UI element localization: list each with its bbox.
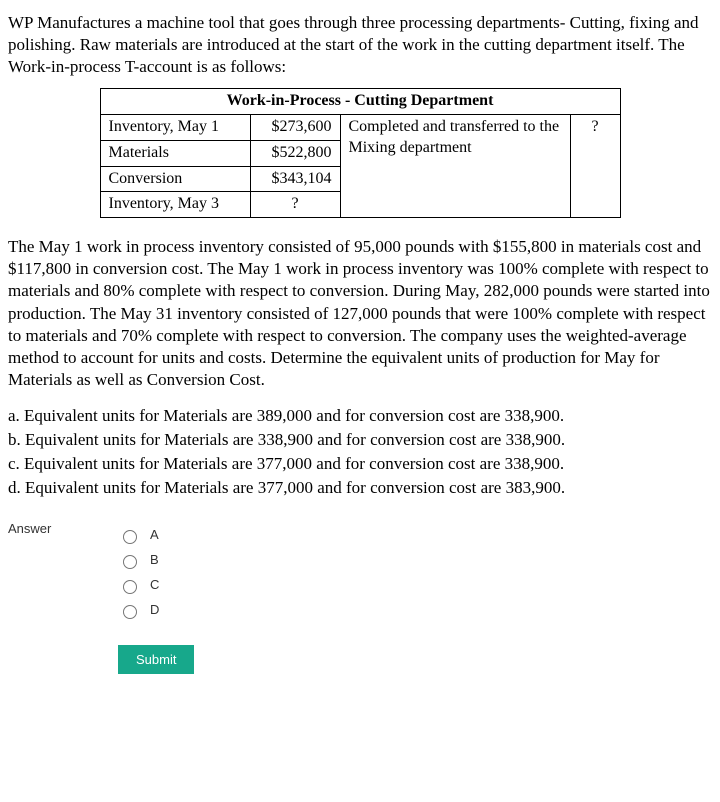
cell-right-label: Completed and transferred to the Mixing … bbox=[340, 115, 570, 218]
cell-left-label: Inventory, May 1 bbox=[100, 115, 250, 141]
table-title: Work-in-Process - Cutting Department bbox=[100, 89, 620, 115]
radio-row-b[interactable]: B bbox=[118, 552, 159, 569]
radio-row-a[interactable]: A bbox=[118, 527, 159, 544]
table-row: Inventory, May 1 $273,600 Completed and … bbox=[100, 115, 620, 141]
cell-right-amt: ? bbox=[570, 115, 620, 218]
question-intro: WP Manufactures a machine tool that goes… bbox=[8, 12, 712, 78]
t-account-table: Work-in-Process - Cutting Department Inv… bbox=[100, 88, 621, 218]
submit-button[interactable]: Submit bbox=[118, 645, 194, 674]
cell-left-label: Materials bbox=[100, 140, 250, 166]
radio-row-c[interactable]: C bbox=[118, 577, 159, 594]
cell-left-amt: $273,600 bbox=[250, 115, 340, 141]
option-a: a. Equivalent units for Materials are 38… bbox=[8, 405, 712, 427]
radio-label-b: B bbox=[150, 552, 159, 569]
cell-left-label: Conversion bbox=[100, 166, 250, 192]
answer-label: Answer bbox=[8, 519, 118, 627]
radio-d[interactable] bbox=[123, 605, 137, 619]
radio-label-c: C bbox=[150, 577, 159, 594]
cell-left-amt: ? bbox=[250, 192, 340, 218]
answer-block: Answer A B C D bbox=[8, 519, 712, 627]
option-c: c. Equivalent units for Materials are 37… bbox=[8, 453, 712, 475]
option-d: d. Equivalent units for Materials are 37… bbox=[8, 477, 712, 499]
cell-left-label: Inventory, May 3 bbox=[100, 192, 250, 218]
radio-label-a: A bbox=[150, 527, 159, 544]
options-block: a. Equivalent units for Materials are 38… bbox=[8, 405, 712, 499]
radio-row-d[interactable]: D bbox=[118, 602, 159, 619]
question-body: The May 1 work in process inventory cons… bbox=[8, 236, 712, 391]
radio-b[interactable] bbox=[123, 555, 137, 569]
radio-label-d: D bbox=[150, 602, 159, 619]
t-account-wrap: Work-in-Process - Cutting Department Inv… bbox=[8, 88, 712, 218]
cell-left-amt: $343,104 bbox=[250, 166, 340, 192]
option-b: b. Equivalent units for Materials are 33… bbox=[8, 429, 712, 451]
radio-c[interactable] bbox=[123, 580, 137, 594]
radio-a[interactable] bbox=[123, 530, 137, 544]
radio-group: A B C D bbox=[118, 519, 159, 627]
cell-left-amt: $522,800 bbox=[250, 140, 340, 166]
